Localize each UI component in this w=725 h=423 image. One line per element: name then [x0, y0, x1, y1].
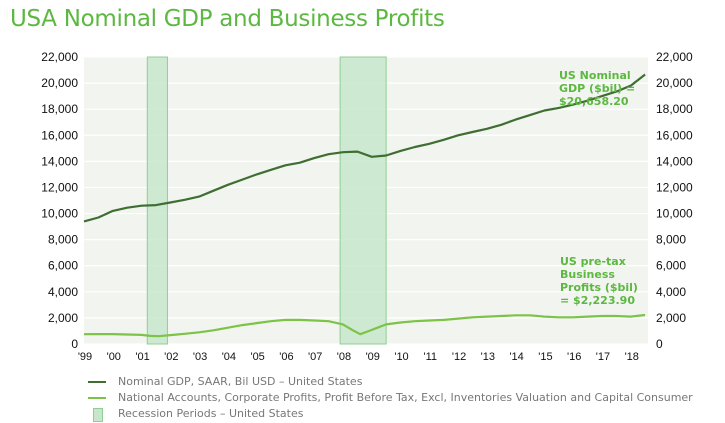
x-tick-label: '06 — [279, 351, 293, 363]
y-tick-label-left: 16,000 — [41, 128, 78, 142]
annotation-line: Profits ($bil) — [560, 281, 638, 294]
y-tick-label-right: 14,000 — [656, 154, 693, 168]
y-tick-label-left: 8,000 — [48, 233, 78, 247]
y-tick-label-left: 22,000 — [41, 50, 78, 64]
y-tick-label-right: 10,000 — [656, 207, 693, 221]
y-tick-label-right: 2,000 — [656, 311, 686, 325]
x-tick-label: '13 — [481, 351, 495, 363]
legend-label-gdp: Nominal GDP, SAAR, Bil USD – United Stat… — [118, 375, 363, 388]
legend-label-profits: National Accounts, Corporate Profits, Pr… — [118, 391, 693, 404]
x-tick-label: '05 — [250, 351, 264, 363]
x-tick-label: '02 — [164, 351, 178, 363]
series-line-gdp — [83, 73, 646, 223]
x-tick-label: '01 — [135, 351, 149, 363]
series-line-profits — [83, 313, 646, 338]
chart-title: USA Nominal GDP and Business Profits — [10, 6, 445, 32]
legend-label-recession: Recession Periods – United States — [118, 407, 304, 420]
annotation-line: $20,658.20 — [559, 95, 629, 108]
y-tick-label-right: 6,000 — [656, 259, 686, 273]
y-tick-label-left: 0 — [71, 337, 78, 351]
y-tick-label-left: 10,000 — [41, 207, 78, 221]
x-tick-label: '18 — [625, 351, 639, 363]
annotation-line: GDP ($bil) = — [559, 82, 635, 95]
y-axis-left: 0 2,000 4,000 6,000 8,000 10,000 12,000 14,000 1… — [41, 50, 78, 351]
annotation-line: Business — [560, 268, 615, 281]
annotation-line: = $2,223.90 — [560, 294, 635, 307]
x-tick-label: '10 — [394, 351, 408, 363]
y-tick-label-right: 16,000 — [656, 128, 693, 142]
x-tick-label: '12 — [452, 351, 466, 363]
annotation-line: US Nominal — [559, 69, 631, 82]
legend-swatch-gdp — [88, 381, 106, 383]
y-tick-label-left: 18,000 — [41, 102, 78, 116]
y-tick-label-right: 0 — [656, 337, 663, 351]
x-tick-label: '11 — [424, 351, 438, 363]
y-tick-label-right: 12,000 — [656, 180, 693, 194]
recession-bands — [146, 56, 387, 345]
x-axis: '99 '00 '01 '02 '03 '04 '05 '06 '07 '08 '09 '10 '11 '… — [78, 351, 639, 363]
y-tick-label-left: 12,000 — [41, 180, 78, 194]
series-lines — [83, 73, 646, 338]
y-tick-label-right: 8,000 — [656, 233, 686, 247]
y-tick-label-left: 14,000 — [41, 154, 78, 168]
x-tick-label: '15 — [538, 351, 552, 363]
annotation-line: US pre-tax — [560, 255, 626, 268]
recession-band — [339, 56, 387, 345]
y-tick-label-right: 4,000 — [656, 285, 686, 299]
x-tick-label: '17 — [596, 351, 610, 363]
x-tick-label: '03 — [193, 351, 207, 363]
legend-swatch-profits — [88, 397, 106, 399]
x-tick-label: '99 — [78, 351, 92, 363]
recession-band — [146, 56, 168, 345]
y-tick-label-right: 18,000 — [656, 102, 693, 116]
x-tick-label: '09 — [366, 351, 380, 363]
y-tick-label-right: 22,000 — [656, 50, 693, 64]
y-axis-right: 0 2,000 4,000 6,000 8,000 10,000 12,000 14,000 1… — [656, 50, 693, 351]
x-tick-label: '14 — [509, 351, 523, 363]
y-tick-label-left: 6,000 — [48, 259, 78, 273]
y-tick-label-right: 20,000 — [656, 76, 693, 90]
x-tick-label: '04 — [222, 351, 236, 363]
y-tick-label-left: 4,000 — [48, 285, 78, 299]
x-tick-label: '00 — [107, 351, 121, 363]
x-tick-label: '08 — [337, 351, 351, 363]
y-tick-label-left: 2,000 — [48, 311, 78, 325]
y-tick-label-left: 20,000 — [41, 76, 78, 90]
x-tick-label: '07 — [308, 351, 322, 363]
legend-swatch-recession — [93, 408, 103, 422]
x-tick-label: '16 — [567, 351, 581, 363]
